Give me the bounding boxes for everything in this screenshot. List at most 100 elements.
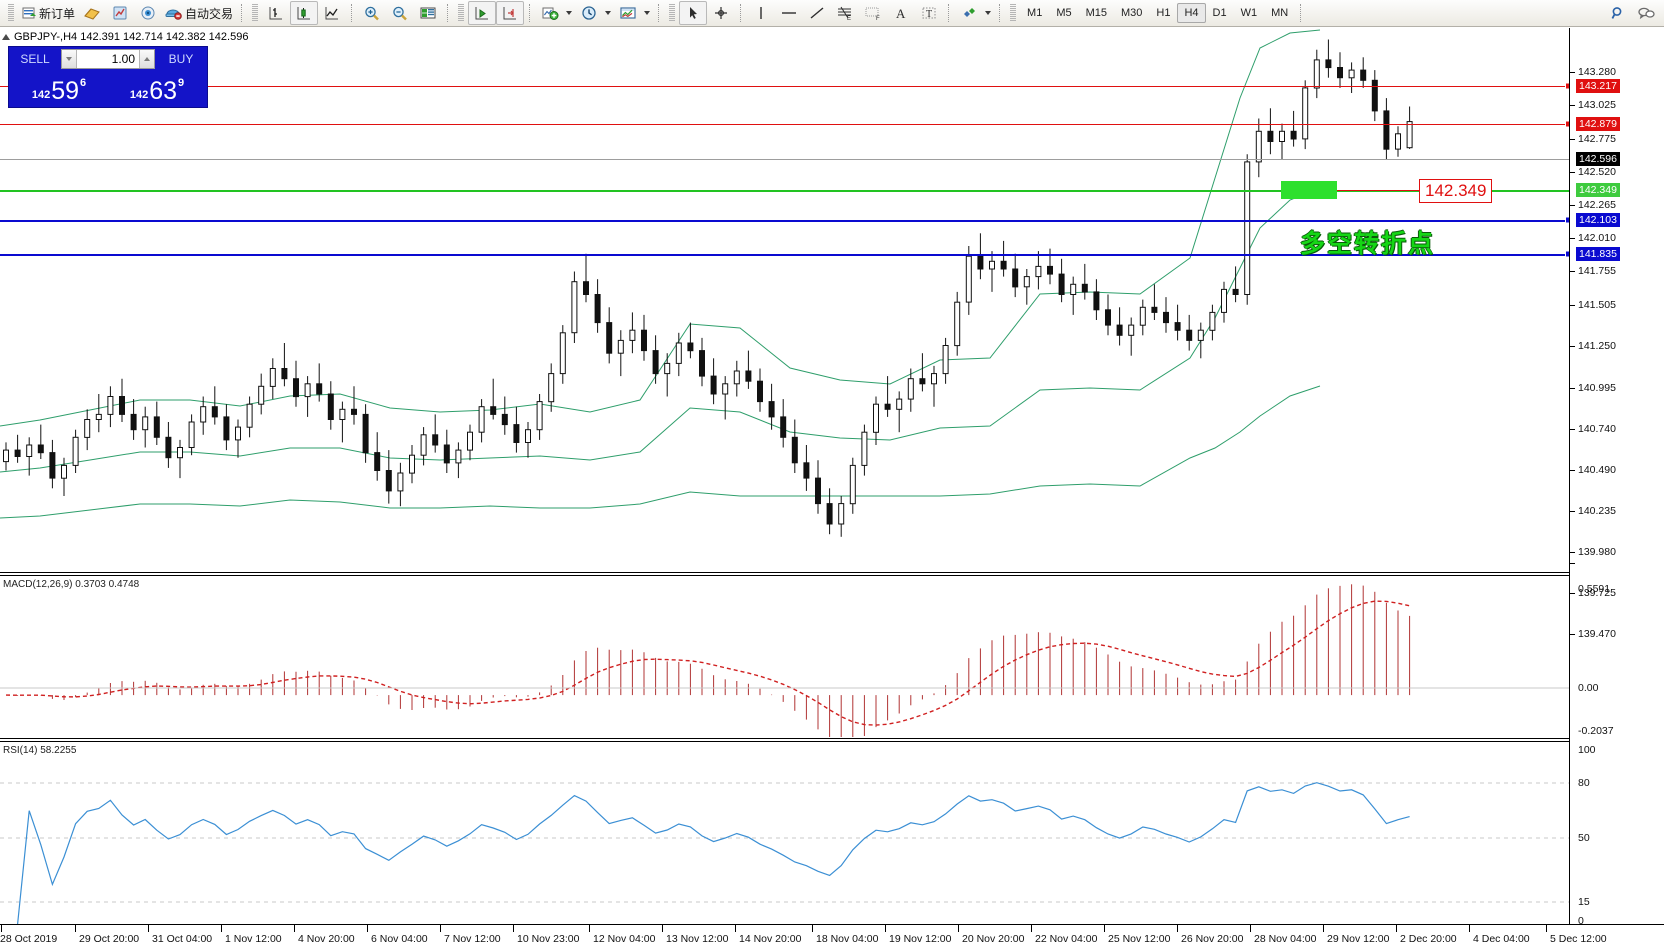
timeframe-h1[interactable]: H1 xyxy=(1156,7,1171,19)
signals-icon-button[interactable] xyxy=(134,1,162,25)
axis-label-143217[interactable]: 143.217 xyxy=(1576,79,1620,93)
axis-label-142103[interactable]: 142.103 xyxy=(1576,213,1620,227)
timeframe-m30[interactable]: M30 xyxy=(1121,7,1143,19)
zoom-out-icon-button[interactable] xyxy=(386,1,414,25)
chart-annotation-text[interactable]: 多空转折点 xyxy=(1300,229,1436,258)
time-label-20: 4 Dec 04:00 xyxy=(1473,933,1530,945)
grid-icon-button[interactable] xyxy=(414,1,442,25)
channel-icon-button[interactable]: F xyxy=(859,1,887,25)
indicators-icon-button[interactable] xyxy=(536,1,564,25)
objects-icon-button[interactable] xyxy=(955,1,983,25)
resistance-line-2[interactable] xyxy=(0,124,1569,125)
price-pane-plot xyxy=(0,29,1321,519)
chart-area[interactable]: GBPJPY-,H4 142.391 142.714 142.382 142.5… xyxy=(0,27,1664,952)
buy-price-fraction: 9 xyxy=(178,77,185,89)
axis-tick xyxy=(1570,552,1575,553)
period-icon-button[interactable] xyxy=(575,1,603,25)
time-divider xyxy=(148,925,149,932)
rsi-pane-separator-top2 xyxy=(0,741,1569,742)
volume-stepper[interactable]: 1.00 xyxy=(61,49,155,69)
axis-tick xyxy=(1570,511,1575,512)
templates-chevron-down-icon[interactable] xyxy=(644,11,651,15)
draw-tools-gripper[interactable] xyxy=(669,4,676,22)
expert-advisor-icon-button[interactable] xyxy=(78,1,106,25)
timeframe-d1[interactable]: D1 xyxy=(1212,7,1227,19)
axis-label-140235: 140.235 xyxy=(1578,505,1616,517)
rsi-axis-label-15: 15 xyxy=(1578,896,1590,908)
time-divider xyxy=(75,925,76,932)
time-divider xyxy=(513,925,514,932)
text-label-icon-button[interactable]: A xyxy=(887,1,915,25)
time-divider xyxy=(1031,925,1032,932)
text-icon-button[interactable]: T xyxy=(915,1,943,25)
time-divider xyxy=(367,925,368,932)
timeframe-w1[interactable]: W1 xyxy=(1240,7,1258,19)
axis-label-139470: 139.470 xyxy=(1578,628,1616,640)
pivot-line-1[interactable] xyxy=(0,220,1569,222)
rsi-axis-label-100: 100 xyxy=(1578,744,1596,756)
fibonacci-icon-button[interactable]: E xyxy=(831,1,859,25)
price-tag-142349[interactable]: 142.349 xyxy=(1419,179,1493,203)
macd-pane[interactable] xyxy=(0,580,1569,737)
rsi-pane-separator-top xyxy=(0,738,1569,739)
price-axis[interactable]: 143.280 143.217 143.025 142.879 142.775 … xyxy=(1569,28,1664,927)
cursor-icon-button[interactable] xyxy=(679,1,708,25)
time-label-2: 31 Oct 04:00 xyxy=(152,933,213,945)
chart-shift-icon-button[interactable] xyxy=(496,1,525,25)
volume-decrement-button[interactable] xyxy=(62,50,77,68)
auto-scroll-icon-button[interactable] xyxy=(468,1,497,25)
axis-label-142265: 142.265 xyxy=(1578,199,1616,211)
scroll-tools-gripper[interactable] xyxy=(458,4,465,22)
time-label-19: 2 Dec 20:00 xyxy=(1400,933,1457,945)
period-chevron-down-icon[interactable] xyxy=(605,11,612,15)
toolbar-gripper[interactable] xyxy=(8,4,14,22)
buy-price-display[interactable]: 142 63 9 xyxy=(109,71,205,105)
timeframe-m5[interactable]: M5 xyxy=(1056,7,1072,19)
zoom-in-icon-button[interactable] xyxy=(358,1,386,25)
indicators-chevron-down-icon[interactable] xyxy=(566,11,573,15)
support-zone-box[interactable] xyxy=(1281,181,1337,199)
timeframe-h4[interactable]: H4 xyxy=(1177,3,1206,23)
trendline-icon-button[interactable] xyxy=(803,1,831,25)
sell-price-pips: 59 xyxy=(51,77,80,105)
horizontal-line-icon-button[interactable] xyxy=(775,1,803,25)
objects-chevron-down-icon[interactable] xyxy=(985,11,992,15)
line-chart-icon-button[interactable] xyxy=(318,1,346,25)
timeframe-mn[interactable]: MN xyxy=(1271,7,1289,19)
axis-label-142349[interactable]: 142.349 xyxy=(1576,183,1620,197)
volume-increment-button[interactable] xyxy=(139,50,154,68)
sell-price-display[interactable]: 142 59 6 xyxy=(11,71,107,105)
templates-icon-button[interactable] xyxy=(614,1,642,25)
price-pane[interactable] xyxy=(0,28,1569,561)
resistance-line-1[interactable] xyxy=(0,86,1569,87)
candlestick-chart-icon-button[interactable] xyxy=(290,1,319,25)
chart-tools-gripper[interactable] xyxy=(252,4,259,22)
timeframe-gripper[interactable] xyxy=(1010,4,1017,22)
axis-tick xyxy=(1570,563,1575,564)
data-window-icon-button[interactable] xyxy=(106,1,134,25)
search-icon-button[interactable] xyxy=(1604,1,1632,25)
buy-button[interactable]: BUY xyxy=(157,49,205,69)
macd-plot xyxy=(0,584,1569,737)
time-divider xyxy=(1,925,2,932)
support-line[interactable] xyxy=(0,190,1569,192)
chat-icon-button[interactable] xyxy=(1632,1,1660,25)
one-click-trading-quotes: 142 59 6 142 63 9 xyxy=(9,71,207,107)
collapse-triangle-icon[interactable] xyxy=(2,34,10,41)
new-order-button[interactable]: 新订单 xyxy=(18,1,78,25)
sell-button[interactable]: SELL xyxy=(11,49,59,69)
one-click-trading-panel[interactable]: SELL 1.00 BUY 142 59 6 142 63 9 xyxy=(8,46,208,108)
volume-value[interactable]: 1.00 xyxy=(111,52,135,66)
rsi-pane[interactable] xyxy=(0,746,1569,924)
axis-label-141835[interactable]: 141.835 xyxy=(1576,247,1620,261)
autotrade-button[interactable]: 自动交易 xyxy=(162,1,236,25)
bar-chart-icon-button[interactable] xyxy=(262,1,290,25)
axis-label-142879[interactable]: 142.879 xyxy=(1576,117,1620,131)
time-label-7: 10 Nov 23:00 xyxy=(517,933,580,945)
vertical-line-icon-button[interactable] xyxy=(747,1,775,25)
time-axis[interactable]: 28 Oct 2019 29 Oct 20:00 31 Oct 04:00 1 … xyxy=(0,924,1664,952)
crosshair-icon-button[interactable] xyxy=(707,1,735,25)
pivot-line-2[interactable] xyxy=(0,254,1569,256)
timeframe-m1[interactable]: M1 xyxy=(1027,7,1043,19)
timeframe-m15[interactable]: M15 xyxy=(1085,7,1107,19)
